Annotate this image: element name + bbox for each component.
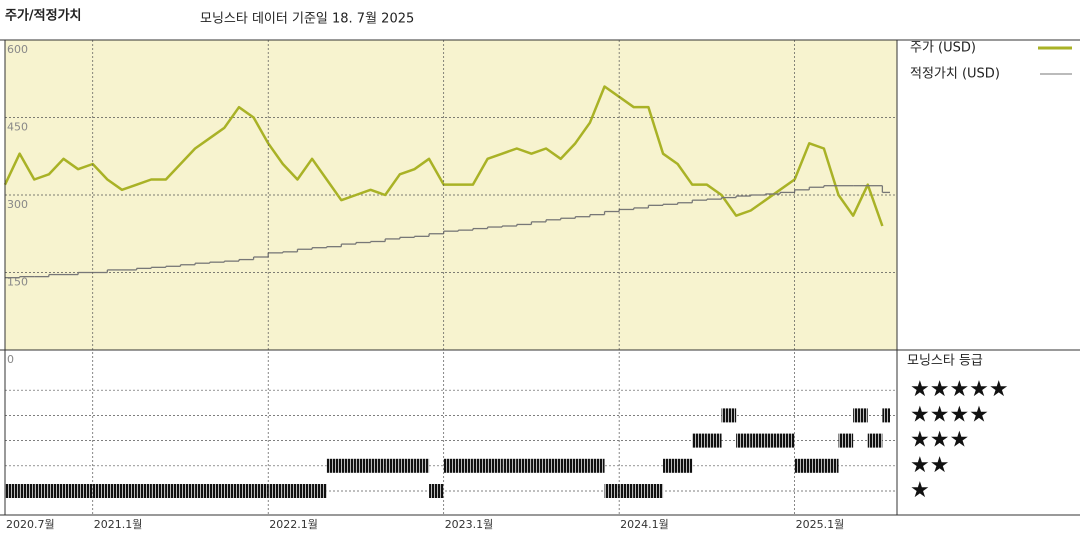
legend-label: 주가 (USD) xyxy=(910,41,976,56)
x-tick-label: 2024.1월 xyxy=(620,518,669,531)
y-tick-label: 450 xyxy=(7,121,28,134)
rating-bar xyxy=(107,484,122,498)
rating-bar xyxy=(78,484,93,498)
rating-bar xyxy=(92,484,108,498)
rating-bar xyxy=(692,433,707,448)
rating-bar xyxy=(429,484,444,498)
rating-bar xyxy=(575,458,590,473)
rating-bar xyxy=(209,484,225,498)
rating-bar xyxy=(487,458,503,473)
rating-bar xyxy=(5,484,20,498)
rating-bar xyxy=(165,484,181,498)
y-tick-label: 600 xyxy=(7,43,28,56)
rating-bar xyxy=(19,484,35,498)
rating-bar xyxy=(399,458,415,473)
rating-bar xyxy=(838,433,854,448)
rating-bar xyxy=(853,408,868,423)
rating-bar xyxy=(414,458,430,473)
chart-title: 주가/적정가치 xyxy=(5,8,82,24)
rating-bar xyxy=(458,458,473,473)
chart-subtitle: 모닝스타 데이터 기준일 18. 7월 2025 xyxy=(200,12,414,27)
x-tick-label: 2025.1월 xyxy=(796,518,845,531)
rating-bar xyxy=(560,458,576,473)
rating-bar xyxy=(297,484,313,498)
rating-bar xyxy=(663,458,678,473)
rating-bar xyxy=(809,458,824,473)
rating-bar xyxy=(370,458,386,473)
rating-bar xyxy=(385,458,400,473)
rating-bar xyxy=(121,484,137,498)
rating-bar xyxy=(648,484,664,498)
rating-bar xyxy=(224,484,239,498)
rating-bar xyxy=(516,458,532,473)
rating-bar xyxy=(823,458,839,473)
rating-bar xyxy=(312,484,327,498)
rating-bar xyxy=(326,458,342,473)
rating-bar xyxy=(195,484,210,498)
rating-bar xyxy=(180,484,196,498)
y-tick-label: 0 xyxy=(7,353,14,366)
rating-bar xyxy=(736,433,751,448)
rating-bar xyxy=(780,433,795,448)
legend-label: 적정가치 (USD) xyxy=(910,67,1000,82)
rating-bar xyxy=(502,458,517,473)
rating-title: 모닝스타 등급 xyxy=(907,354,983,369)
rating-bar xyxy=(34,484,49,498)
rating-level-label: ★ xyxy=(910,478,930,503)
rating-bar xyxy=(341,458,356,473)
rating-bar xyxy=(589,458,605,473)
rating-bar xyxy=(619,484,634,498)
rating-bar xyxy=(63,484,79,498)
rating-bar xyxy=(136,484,152,498)
rating-level-label: ★★★★★ xyxy=(910,377,1009,402)
rating-bar xyxy=(633,484,649,498)
rating-bar xyxy=(546,458,561,473)
x-tick-label: 2021.1월 xyxy=(94,518,143,531)
rating-bar xyxy=(750,433,766,448)
y-tick-label: 300 xyxy=(7,198,28,211)
rating-level-label: ★★ xyxy=(910,453,949,478)
rating-bar xyxy=(238,484,254,498)
x-tick-label: 2020.7월 xyxy=(6,518,55,531)
rating-bar xyxy=(355,458,371,473)
rating-bar xyxy=(604,484,620,498)
rating-bar xyxy=(706,433,722,448)
rating-bar xyxy=(765,433,781,448)
rating-bar xyxy=(268,484,283,498)
rating-bar xyxy=(151,484,166,498)
x-tick-label: 2023.1월 xyxy=(445,518,494,531)
rating-bar xyxy=(531,458,547,473)
rating-level-label: ★★★★ xyxy=(910,402,989,427)
rating-bar xyxy=(282,484,298,498)
y-tick-label: 150 xyxy=(7,276,28,289)
rating-bar xyxy=(48,484,64,498)
rating-bar xyxy=(443,458,459,473)
rating-bar xyxy=(472,458,488,473)
rating-bar xyxy=(882,408,890,423)
rating-bar xyxy=(721,408,737,423)
x-tick-label: 2022.1월 xyxy=(269,518,318,531)
rating-bar xyxy=(253,484,269,498)
rating-bar xyxy=(794,458,810,473)
rating-level-label: ★★★ xyxy=(910,428,969,453)
rating-bar xyxy=(677,458,693,473)
rating-bar xyxy=(867,433,883,448)
